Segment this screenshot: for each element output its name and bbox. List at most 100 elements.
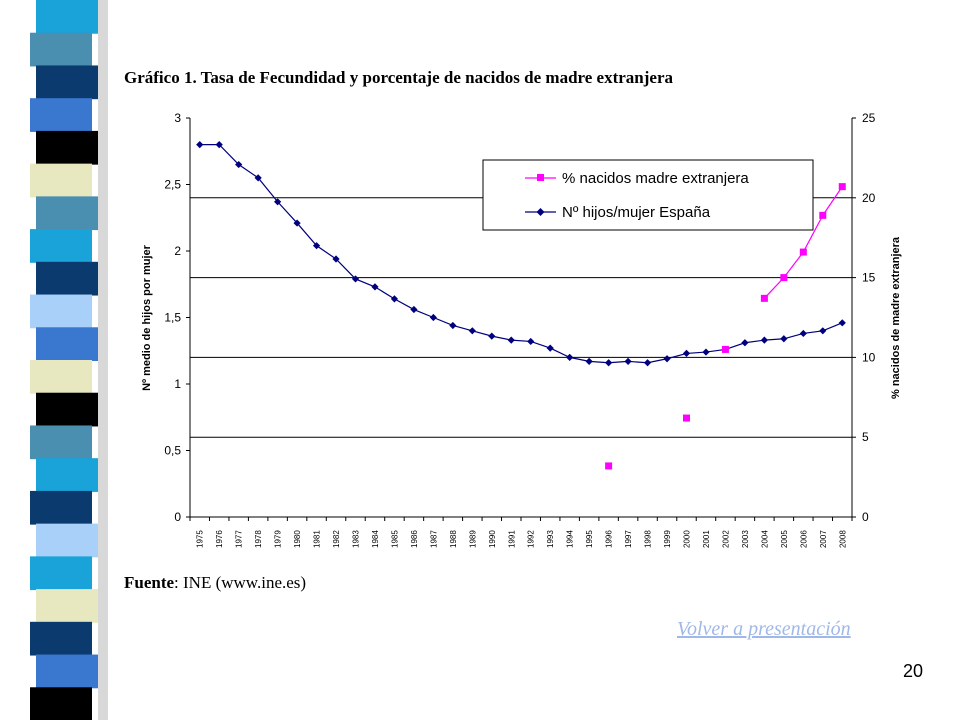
foreign-births-point [683, 414, 690, 422]
fertility-point [235, 160, 243, 169]
right-tick-label: 10 [862, 350, 876, 364]
x-tick-label: 1980 [293, 530, 302, 548]
x-tick-label: 2008 [838, 530, 847, 548]
stripe-segment [36, 196, 98, 231]
fertility-point [410, 305, 418, 314]
right-tick-label: 0 [862, 510, 869, 524]
stripe-segment [36, 261, 98, 296]
stripe-segment [30, 556, 92, 591]
stripe-segment [36, 392, 98, 427]
x-tick-label: 1992 [527, 530, 536, 548]
fertility-line [199, 144, 843, 364]
stripe-segment [36, 65, 98, 100]
x-tick-label: 1995 [585, 530, 594, 548]
fertility-point [274, 198, 282, 206]
series-foreign-births [605, 183, 846, 470]
x-tick-label: 1984 [371, 530, 380, 548]
gridlines [190, 197, 852, 438]
fertility-point [196, 141, 204, 149]
fertility-point [351, 275, 360, 283]
x-tick-label: 1983 [352, 530, 361, 548]
source-label: Fuente [124, 573, 175, 592]
stripe-segment [30, 687, 92, 720]
x-tick-label: 1979 [274, 530, 283, 548]
x-axis-ticks: 1975 1976 1977 1978 1979 1980 1981 1982 1983 1984… [189, 517, 853, 548]
source-text: : INE (www.ine.es) [174, 573, 307, 592]
x-tick-label: 1977 [235, 530, 244, 548]
x-tick-label: 1996 [605, 530, 614, 548]
foreign-births-point [819, 211, 827, 219]
fertility-point [605, 359, 613, 367]
x-tick-label: 2000 [683, 530, 692, 548]
x-tick-label: 2007 [819, 530, 828, 548]
source-note: Fuente: INE (www.ine.es) [124, 573, 306, 593]
series-fertility [196, 141, 846, 367]
fertility-point [566, 353, 574, 361]
legend-marker-fertility [536, 208, 545, 216]
left-axis-ticks: 0 0,5 1 1,5 2 2,5 3 [164, 111, 190, 524]
stripe-segment [36, 523, 98, 558]
left-tick-label: 2 [174, 244, 181, 258]
x-tick-label: 1997 [624, 530, 633, 548]
fertility-point [663, 355, 671, 363]
legend: % nacidos madre extranjera Nº hijos/muje… [482, 159, 814, 231]
right-tick-label: 5 [862, 430, 869, 444]
decorative-stripe [30, 0, 108, 720]
fertility-point [488, 332, 496, 340]
stripe-segment [36, 458, 98, 492]
x-tick-label: 1982 [332, 530, 341, 548]
x-tick-label: 2004 [760, 530, 769, 548]
fertility-point [293, 219, 301, 227]
foreign-births-point [605, 462, 613, 470]
stripe-segment [30, 163, 92, 198]
stripe-segment [30, 32, 92, 67]
right-tick-label: 15 [862, 271, 876, 285]
left-tick-label: 0 [174, 510, 181, 524]
left-tick-label: 0,5 [164, 444, 181, 458]
legend-marker-foreign [537, 174, 544, 181]
legend-box [482, 159, 814, 231]
stripe-segment [36, 654, 98, 689]
stripe-segment [36, 0, 98, 34]
stripe-segment [30, 621, 92, 656]
fertility-point [449, 321, 457, 330]
foreign-births-point [799, 248, 807, 256]
fertility-point [254, 174, 262, 182]
x-tick-label: 1975 [196, 530, 205, 548]
stripe-segment [36, 589, 98, 623]
fertility-point [838, 319, 846, 327]
stripe-segment [30, 360, 92, 394]
fertility-point [390, 295, 399, 303]
x-tick-label: 1993 [546, 530, 555, 548]
stripe-segment [30, 98, 92, 132]
fertility-point [507, 336, 515, 344]
stripe-segment [30, 425, 92, 460]
back-to-presentation-link[interactable]: Volver a presentación [677, 618, 851, 640]
right-axis-ticks: 0 5 10 15 20 25 [852, 111, 876, 524]
left-tick-label: 1,5 [164, 311, 181, 325]
fertility-point [760, 336, 768, 344]
x-tick-label: 1998 [644, 530, 653, 548]
right-tick-label: 25 [862, 111, 876, 125]
stripe-segment [36, 130, 98, 165]
x-tick-label: 2001 [702, 530, 711, 548]
legend-label-fertility: Nº hijos/mujer España [562, 204, 711, 221]
fertility-point [741, 339, 749, 347]
foreign-births-point [838, 183, 846, 191]
fertility-point [527, 337, 535, 346]
x-tick-label: 1985 [390, 530, 399, 548]
left-axis-title: Nº medio de hijos por mujer [141, 244, 153, 391]
fertility-point [332, 255, 340, 263]
x-tick-label: 2003 [741, 530, 750, 548]
stripe-segment [36, 327, 98, 361]
x-tick-label: 1994 [566, 530, 575, 548]
stripe-segment [30, 490, 92, 525]
fertility-point [819, 327, 827, 335]
left-tick-label: 2,5 [164, 178, 181, 192]
x-tick-label: 1988 [449, 530, 458, 548]
stripe-shadow [98, 0, 108, 720]
fertility-point [312, 242, 321, 250]
fertility-point [682, 349, 691, 358]
fertility-point [546, 344, 554, 352]
